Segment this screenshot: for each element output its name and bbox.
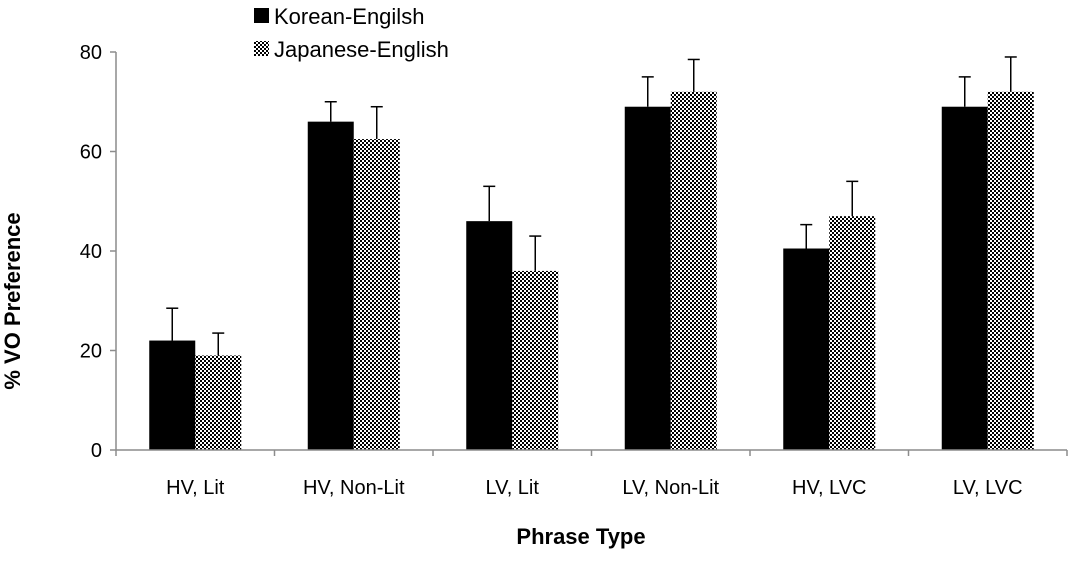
- bar-japanese-english: [512, 270, 559, 450]
- x-tick-label: LV, Non-Lit: [622, 477, 719, 499]
- bar-korean-english: [466, 221, 513, 450]
- bar-korean-english: [783, 248, 830, 450]
- x-tick-label: HV, Lit: [166, 477, 225, 499]
- bars-layer: [149, 56, 1034, 451]
- x-tick-label: LV, Lit: [486, 477, 540, 499]
- legend: Korean-Engilsh Japanese-English: [254, 4, 449, 62]
- x-tick-label: HV, Non-Lit: [303, 477, 405, 499]
- x-tick-label: LV, LVC: [953, 477, 1023, 499]
- y-tick-label: 20: [80, 341, 102, 363]
- y-tick-label: 0: [91, 440, 102, 462]
- y-tick-label: 60: [80, 142, 102, 164]
- bar-korean-english: [624, 106, 671, 450]
- legend-swatch: [254, 8, 269, 23]
- bar-korean-english: [941, 106, 988, 450]
- bar-japanese-english: [195, 355, 242, 450]
- bar-korean-english: [307, 121, 354, 451]
- legend-label: Japanese-English: [274, 37, 449, 62]
- y-tick-label: 80: [80, 42, 102, 64]
- x-tick-label: HV, LVC: [792, 477, 866, 499]
- y-axis-title: % VO Preference: [0, 212, 25, 389]
- bar-japanese-english: [987, 91, 1034, 451]
- legend-label: Korean-Engilsh: [274, 4, 424, 29]
- bar-japanese-english: [353, 139, 400, 450]
- bar-korean-english: [149, 340, 196, 450]
- bar-japanese-english: [670, 91, 717, 451]
- bar-japanese-english: [829, 216, 876, 450]
- legend-swatch: [254, 41, 269, 56]
- axes-layer: 0 20 40 60 80 HV, Lit HV, Non-Lit LV, Lit LV, No…: [80, 42, 1068, 499]
- x-axis-title: Phrase Type: [516, 524, 645, 549]
- y-tick-label: 40: [80, 241, 102, 263]
